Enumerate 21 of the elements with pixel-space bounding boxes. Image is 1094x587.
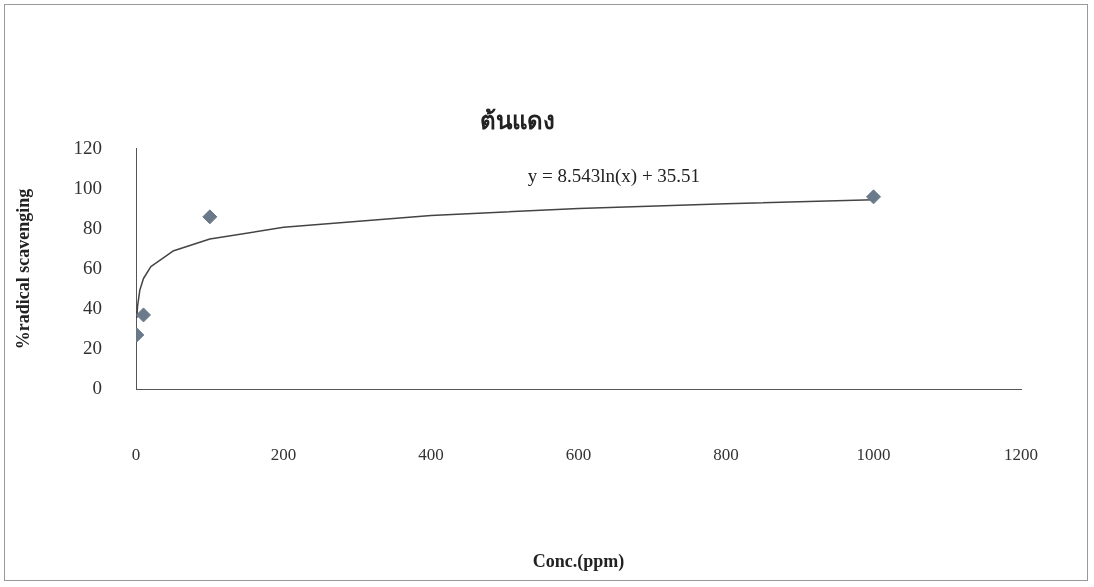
chart-title: ต้นแดง [479,107,555,134]
y-tick-label: 0 [92,376,103,398]
y-axis-title: %radical scavenging [13,188,34,350]
y-tick-label: 40 [83,296,103,318]
y-tick-label: 100 [73,176,103,198]
y-tick-label: 80 [83,216,103,238]
x-axis-title: Conc.(ppm) [532,550,625,572]
point [202,209,218,225]
x-tick-label: 800 [713,444,739,464]
annotation: y = 8.543ln(x) + 35.51 [527,164,701,187]
point [136,307,151,323]
x-tick-label: 1200 [1004,444,1038,464]
x-tick-label: 400 [418,444,444,464]
y-tick-label: 60 [83,256,103,278]
x-tick-label: 200 [270,444,297,464]
y-tick-label: 20 [83,336,103,358]
y-tick-label: 120 [73,136,103,158]
x-tick-label: 0 [131,444,141,464]
x-tick-label: 600 [565,444,592,464]
point [866,189,882,205]
x-tick-label: 1000 [856,444,891,464]
